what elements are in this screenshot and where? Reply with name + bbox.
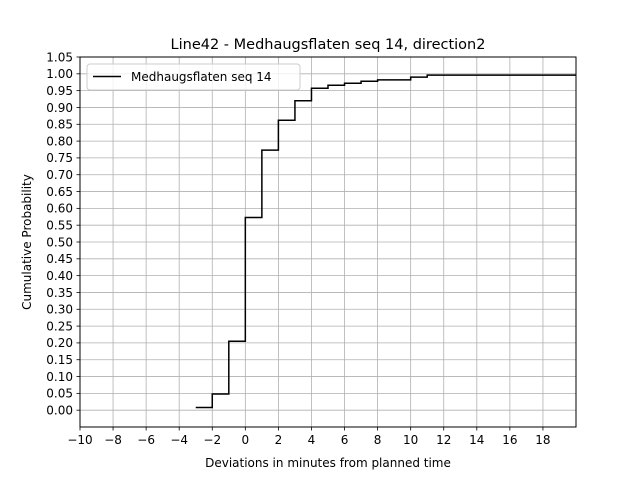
y-tick-label: 0.35 — [46, 286, 73, 300]
y-tick-label: 0.90 — [46, 101, 73, 115]
y-axis-ticks: 0.00 0.05 0.10 0.15 0.20 0.25 0.30 0.35 0.40 0.45… — [46, 50, 80, 417]
x-tick-label: 14 — [469, 433, 484, 447]
legend-box — [86, 63, 301, 91]
y-tick-label: 1.00 — [46, 67, 73, 81]
x-tick-label: 6 — [341, 433, 349, 447]
x-tick-label: 4 — [308, 433, 316, 447]
y-tick-label: 0.15 — [46, 353, 73, 367]
x-tick-label: −10 — [67, 433, 92, 447]
y-axis-label: Cumulative Probability — [20, 174, 34, 310]
y-tick-label: 0.50 — [46, 235, 73, 249]
y-tick-label: 0.10 — [46, 370, 73, 384]
x-tick-label: 10 — [403, 433, 418, 447]
y-tick-label: 0.55 — [46, 218, 73, 232]
x-tick-label: −4 — [170, 433, 188, 447]
y-tick-label: 0.95 — [46, 84, 73, 98]
x-tick-label: −8 — [104, 433, 122, 447]
x-tick-label: 0 — [242, 433, 250, 447]
x-tick-label: −2 — [203, 433, 221, 447]
y-tick-label: 0.65 — [46, 185, 73, 199]
x-axis-label: Deviations in minutes from planned time — [205, 456, 451, 470]
x-axis-ticks: −10 −8 −6 −4 −2 0 2 4 6 8 10 12 14 16 18 — [67, 427, 551, 447]
y-tick-label: 0.80 — [46, 134, 73, 148]
y-tick-label: 0.30 — [46, 303, 73, 317]
y-tick-label: 0.25 — [46, 319, 73, 333]
series-line — [195, 74, 576, 409]
y-tick-label: 0.70 — [46, 168, 73, 182]
y-tick-label: 0.20 — [46, 336, 73, 350]
y-tick-label: 0.85 — [46, 118, 73, 132]
legend: Medhaugsflaten seq 14 — [86, 63, 301, 91]
y-tick-label: 1.05 — [46, 50, 73, 64]
y-tick-label: 0.40 — [46, 269, 73, 283]
x-tick-label: 12 — [436, 433, 451, 447]
y-tick-label: 0.05 — [46, 387, 73, 401]
x-tick-label: 8 — [374, 433, 382, 447]
y-tick-label: 0.45 — [46, 252, 73, 266]
y-tick-label: 0.00 — [46, 403, 73, 417]
grid — [79, 56, 576, 427]
x-tick-label: 16 — [502, 433, 517, 447]
legend-label: Medhaugsflaten seq 14 — [131, 70, 272, 84]
x-tick-label: 2 — [275, 433, 283, 447]
series-layer — [195, 74, 576, 409]
x-tick-label: 18 — [535, 433, 550, 447]
chart-title: Line42 - Medhaugsflaten seq 14, directio… — [171, 37, 486, 53]
x-tick-label: −6 — [137, 433, 155, 447]
y-tick-label: 0.60 — [46, 202, 73, 216]
y-tick-label: 0.75 — [46, 151, 73, 165]
